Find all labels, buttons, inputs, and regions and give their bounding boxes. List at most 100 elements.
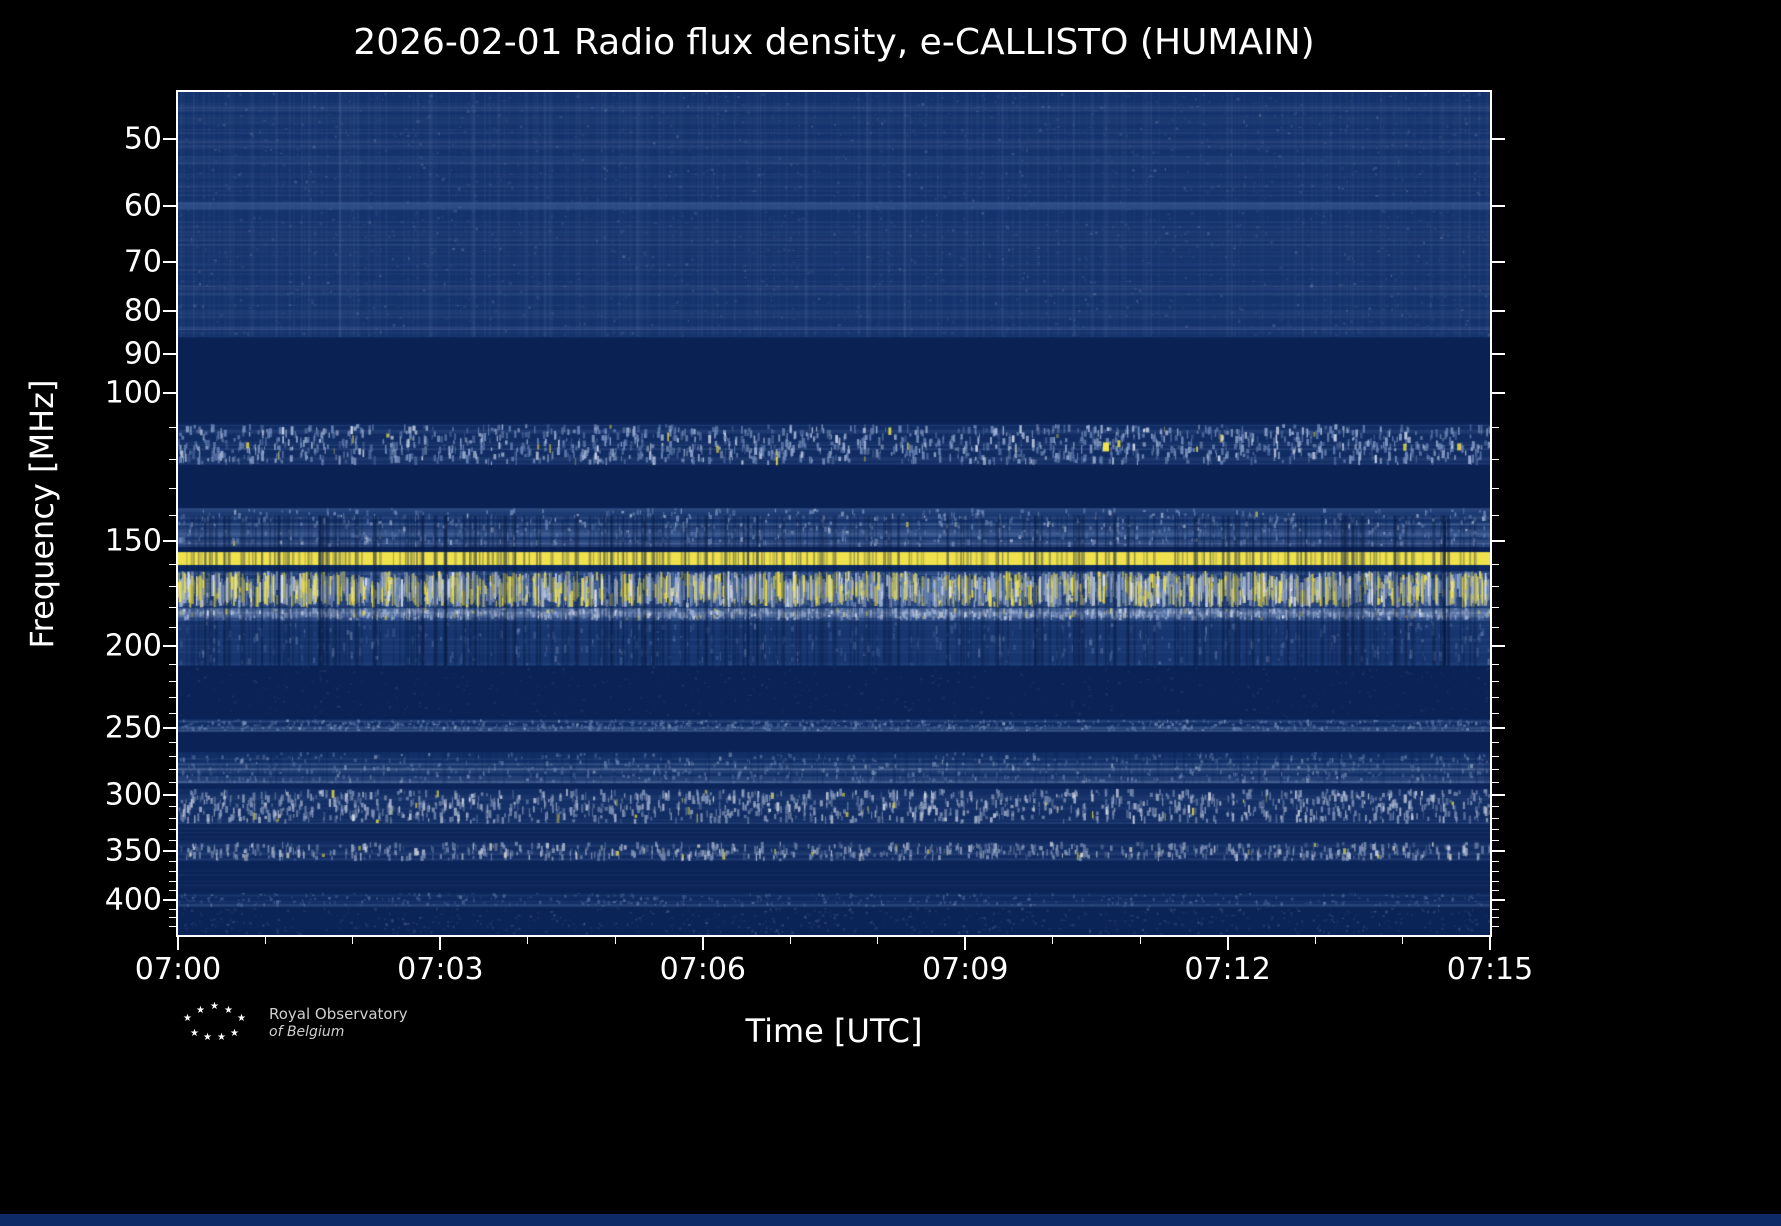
y-minor-tick — [169, 880, 176, 882]
y-major-tick-right — [1492, 899, 1505, 902]
x-minor-tick — [789, 937, 791, 944]
y-minor-tick — [169, 917, 176, 919]
y-minor-tick — [169, 861, 176, 863]
y-minor-tick-right — [1492, 712, 1499, 714]
y-axis-label: Frequency [MHz] — [23, 379, 61, 649]
star-icon — [224, 1006, 233, 1016]
x-minor-tick — [352, 937, 354, 944]
y-minor-tick-right — [1492, 755, 1499, 757]
y-minor-tick-right — [1492, 680, 1499, 682]
rob-logo-stars-icon — [183, 1001, 251, 1045]
y-major-tick-right — [1492, 204, 1505, 207]
y-minor-tick — [169, 515, 176, 517]
x-major-tick — [1489, 937, 1491, 950]
y-major-tick-right — [1492, 793, 1505, 796]
y-major-tick-right — [1492, 137, 1505, 140]
y-major-tick-right — [1492, 540, 1505, 542]
y-major-tick-right — [1492, 645, 1505, 648]
y-minor-tick-right — [1492, 908, 1499, 910]
y-minor-tick-right — [1492, 817, 1499, 819]
y-minor-tick-right — [1492, 769, 1499, 771]
x-minor-tick — [264, 937, 266, 944]
y-minor-tick — [169, 781, 176, 783]
y-minor-tick — [169, 769, 176, 771]
star-icon — [217, 1033, 226, 1043]
y-minor-tick — [169, 564, 176, 566]
y-major-tick-right — [1492, 309, 1505, 312]
y-major-tick — [163, 793, 176, 796]
y-tick-label: 200 — [104, 628, 162, 664]
y-minor-tick — [169, 663, 176, 665]
y-minor-tick-right — [1492, 515, 1499, 517]
y-minor-tick-right — [1492, 861, 1499, 863]
y-minor-tick — [169, 680, 176, 682]
x-major-tick — [701, 937, 704, 950]
y-minor-tick — [169, 458, 176, 460]
y-minor-tick-right — [1492, 829, 1499, 831]
x-major-tick — [177, 937, 179, 950]
x-major-tick — [964, 937, 967, 950]
y-minor-tick-right — [1492, 741, 1499, 743]
y-minor-tick-right — [1492, 627, 1499, 629]
star-icon — [183, 1014, 192, 1024]
x-minor-tick — [527, 937, 529, 944]
logo-line2: of Belgium — [269, 1023, 345, 1040]
y-minor-tick-right — [1492, 806, 1499, 808]
x-major-tick — [439, 937, 442, 950]
y-minor-tick-right — [1492, 917, 1499, 919]
y-tick-label: 50 — [123, 121, 162, 157]
y-tick-label: 100 — [104, 375, 162, 411]
y-major-tick — [163, 204, 176, 207]
y-minor-tick — [169, 840, 176, 842]
y-tick-label: 400 — [104, 882, 162, 918]
star-icon — [210, 1002, 219, 1012]
y-minor-tick-right — [1492, 663, 1499, 665]
y-minor-tick — [169, 697, 176, 698]
bottom-strip — [0, 1214, 1781, 1226]
y-minor-tick-right — [1492, 586, 1499, 588]
y-minor-tick-right — [1492, 488, 1499, 490]
y-major-tick — [163, 727, 176, 730]
y-minor-tick — [169, 890, 176, 892]
y-tick-label: 150 — [104, 523, 162, 559]
y-tick-label: 350 — [104, 833, 162, 869]
y-minor-tick — [169, 806, 176, 808]
y-tick-label: 90 — [123, 336, 162, 372]
y-minor-tick-right — [1492, 697, 1499, 698]
y-minor-tick-right — [1492, 880, 1499, 882]
y-minor-tick — [169, 426, 176, 428]
x-tick-label: 07:03 — [397, 952, 484, 987]
x-tick-label: 07:00 — [134, 952, 222, 987]
y-major-tick-right — [1492, 352, 1505, 355]
y-minor-tick — [169, 712, 176, 714]
y-tick-label: 300 — [104, 777, 162, 813]
plot-frame — [176, 90, 1492, 937]
y-minor-tick — [169, 755, 176, 757]
y-major-tick — [163, 899, 176, 902]
y-major-tick-right — [1492, 727, 1505, 730]
y-minor-tick-right — [1492, 781, 1499, 783]
x-tick-label: 07:12 — [1184, 952, 1271, 987]
y-minor-tick — [169, 627, 176, 629]
y-major-tick — [163, 260, 176, 263]
star-icon — [230, 1029, 239, 1039]
rob-logo-text: Royal Observatory of Belgium — [269, 1005, 408, 1041]
x-tick-label: 07:06 — [659, 952, 747, 987]
y-tick-label: 60 — [123, 188, 162, 224]
star-icon — [196, 1006, 205, 1016]
y-minor-tick-right — [1492, 607, 1499, 609]
y-minor-tick-right — [1492, 426, 1499, 428]
y-tick-label: 70 — [123, 244, 162, 280]
y-minor-tick-right — [1492, 926, 1499, 928]
star-icon — [190, 1029, 199, 1039]
y-major-tick — [163, 352, 176, 355]
x-axis-label: Time [UTC] — [745, 1012, 923, 1050]
y-major-tick-right — [1492, 260, 1505, 263]
y-minor-tick-right — [1492, 890, 1499, 892]
y-major-tick-right — [1492, 391, 1505, 394]
y-major-tick — [163, 137, 176, 140]
y-minor-tick — [169, 926, 176, 928]
star-icon — [203, 1033, 212, 1043]
y-minor-tick — [169, 741, 176, 743]
chart-title: 2026-02-01 Radio flux density, e-CALLIST… — [353, 22, 1315, 63]
